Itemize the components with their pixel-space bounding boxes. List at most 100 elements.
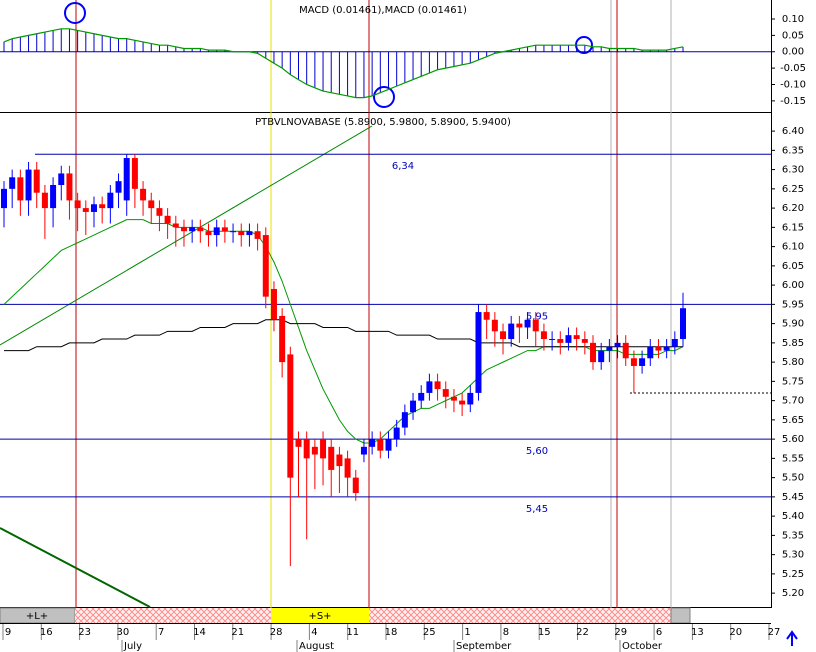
candle-body [418, 392, 425, 401]
y-tick-label: 5.50 [782, 473, 804, 484]
candle-body [197, 227, 204, 232]
y-tick-label: 5.65 [782, 415, 804, 426]
candle-body [1, 188, 7, 209]
trend-line [0, 125, 373, 346]
candle-body [115, 181, 122, 193]
candle-body [320, 439, 327, 459]
y-tick-label: 6.30 [782, 165, 804, 176]
y-tick-label: 5.85 [782, 338, 804, 349]
x-tick-label: 25 [423, 627, 436, 638]
y-tick-label: -0.10 [780, 79, 806, 90]
x-tick-label: 27 [768, 627, 781, 638]
candle-body [549, 339, 556, 341]
candle-body [221, 227, 228, 232]
candle-body [189, 227, 196, 232]
x-tick-label: 7 [158, 627, 164, 638]
candle-body [328, 446, 335, 470]
x-tick-label: 20 [729, 627, 742, 638]
candle-body [401, 412, 408, 428]
candle-body [25, 169, 32, 201]
x-tick-label: 29 [614, 627, 627, 638]
highlight-circle [373, 86, 395, 108]
x-tick-label: 15 [538, 627, 551, 638]
x-tick-label: 23 [78, 627, 91, 638]
candle-body [614, 342, 621, 347]
y-tick-label: 0.00 [782, 47, 804, 58]
band-label: +L+ [26, 611, 48, 622]
y-tick-label: -0.05 [780, 63, 806, 74]
x-tick-label: 18 [385, 627, 398, 638]
candle-body [180, 227, 187, 232]
candle-body [655, 346, 662, 351]
candle-body [467, 392, 474, 405]
y-tick-label: 5.45 [782, 492, 804, 503]
month-label: July [123, 641, 142, 652]
x-tick-label: 14 [193, 627, 206, 638]
candle-body [205, 231, 212, 236]
y-tick-label: -0.15 [780, 96, 806, 107]
candle-body [254, 231, 261, 239]
level-label: 5,45 [526, 504, 548, 515]
candle-body [508, 323, 515, 340]
candle-body [360, 446, 367, 455]
candle-body [140, 188, 147, 201]
y-tick-label: 6.05 [782, 261, 804, 272]
x-tick-label: 1 [464, 627, 470, 638]
band-label: +S+ [308, 611, 331, 622]
x-tick-label: 9 [5, 627, 11, 638]
candle-body [82, 208, 89, 212]
y-tick-label: 5.95 [782, 299, 804, 310]
candle-body [295, 439, 302, 447]
candle-body [344, 458, 351, 478]
candle-body [410, 400, 417, 413]
y-tick-label: 5.20 [782, 588, 804, 599]
candle-body [213, 227, 220, 236]
candle-body [434, 381, 441, 390]
candle-body [491, 319, 498, 332]
x-tick-label: 22 [576, 627, 589, 638]
candle-body [442, 389, 449, 397]
candle-body [524, 319, 531, 328]
candle-body [148, 200, 155, 209]
candle-body [74, 200, 81, 209]
y-tick-label: 0.05 [782, 30, 804, 41]
candle-body [540, 331, 547, 340]
y-tick-label: 5.90 [782, 319, 804, 330]
candle-body [246, 231, 253, 236]
level-label: 5,60 [526, 446, 548, 457]
y-tick-label: 6.20 [782, 203, 804, 214]
month-label: August [299, 641, 334, 652]
candle-body [598, 350, 605, 363]
band-segment [75, 608, 271, 623]
moving-average [4, 319, 683, 352]
candle-body [303, 439, 310, 459]
candle-body [311, 446, 318, 455]
candle-body [270, 288, 277, 320]
candle-body [606, 346, 613, 351]
x-tick-label: 30 [117, 627, 130, 638]
candle-body [459, 400, 466, 405]
candle-body [630, 358, 637, 366]
candle-body [483, 312, 490, 320]
y-tick-label: 0.10 [782, 14, 804, 25]
x-tick-label: 11 [346, 627, 359, 638]
y-tick-label: 5.40 [782, 511, 804, 522]
band-segment [271, 608, 369, 623]
scroll-arrow[interactable] [786, 630, 798, 646]
highlight-circle [64, 2, 86, 24]
y-tick-label: 5.60 [782, 434, 804, 445]
y-tick-label: 5.25 [782, 569, 804, 580]
candle-body [172, 223, 179, 228]
y-tick-label: 5.75 [782, 376, 804, 387]
candle-body [590, 342, 597, 363]
candle-body [41, 192, 48, 209]
candle-body [581, 339, 588, 343]
candle-body [58, 173, 65, 186]
month-label: October [622, 641, 663, 652]
y-tick-label: 6.40 [782, 126, 804, 137]
x-tick-label: 28 [270, 627, 283, 638]
candle-body [33, 169, 40, 193]
